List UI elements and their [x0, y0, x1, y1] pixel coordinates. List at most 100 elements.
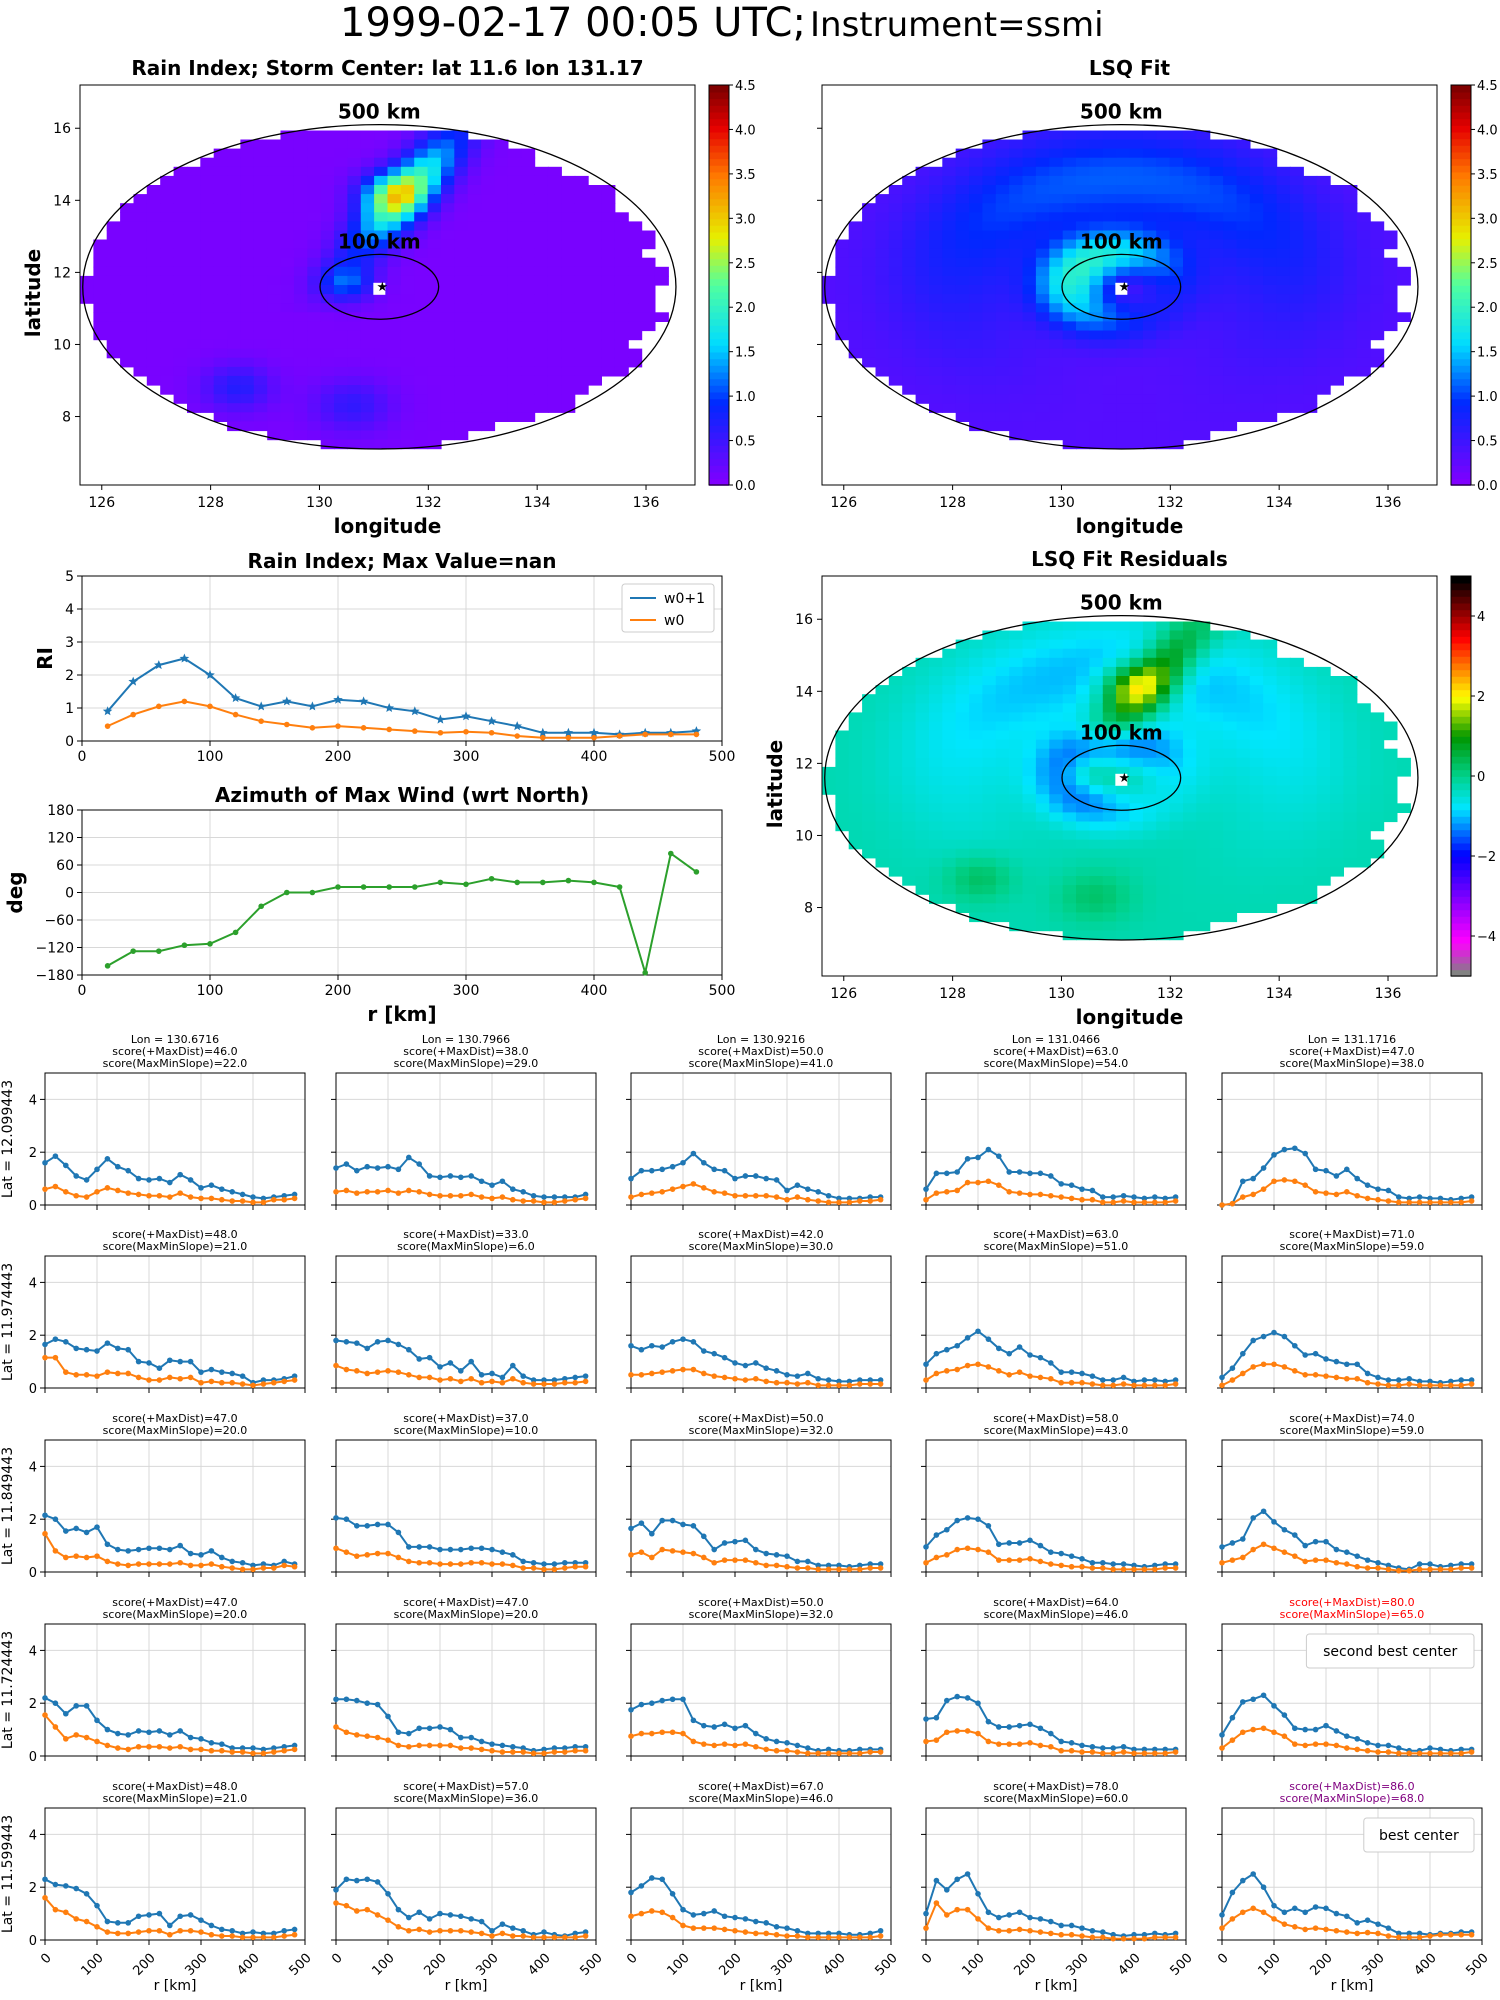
map-pixel — [1196, 757, 1211, 768]
map-pixel — [1236, 694, 1251, 704]
map-pixel — [1343, 221, 1358, 232]
map-pixel — [614, 248, 629, 259]
map-pixel — [955, 666, 970, 677]
series-w0p1-marker — [416, 1544, 423, 1550]
series-azimuth-marker — [540, 879, 546, 886]
map-pixel — [1330, 757, 1344, 768]
map-pixel — [146, 294, 161, 304]
series-w0-marker — [1468, 1198, 1475, 1204]
map-pixel — [360, 248, 375, 259]
map-pixel — [387, 330, 402, 341]
map-pixel — [1116, 830, 1131, 841]
map-pixel — [213, 321, 228, 332]
series-w0p1-marker — [510, 1186, 516, 1192]
map-pixel — [1330, 366, 1344, 377]
map-pixel — [1022, 803, 1037, 813]
cell-lon-label: Lon = 131.1716 — [1308, 1033, 1396, 1046]
map-pixel — [1129, 885, 1144, 895]
series-w0-marker — [1089, 1381, 1096, 1387]
series-w0p1-marker — [1110, 1194, 1116, 1200]
map-pixel — [929, 730, 943, 741]
map-pixel — [1156, 748, 1171, 759]
map-pixel — [427, 285, 442, 295]
map-pixel — [1102, 821, 1117, 832]
map-pixel — [467, 412, 482, 422]
map-pixel — [942, 275, 957, 286]
map-pixel — [280, 148, 295, 159]
map-pixel — [267, 403, 282, 413]
map-pixel — [1263, 394, 1278, 404]
map-pixel — [1022, 776, 1037, 786]
series-w0-marker — [135, 1191, 142, 1198]
map-pixel — [521, 230, 536, 241]
colorbar-swatch — [1451, 756, 1471, 764]
map-pixel — [1129, 212, 1144, 222]
map-pixel — [561, 203, 576, 213]
map-pixel — [1276, 866, 1291, 877]
map-pixel — [307, 285, 322, 295]
map-pixel — [1316, 703, 1331, 713]
colorbar-swatch — [1451, 85, 1471, 93]
map-pixel — [521, 194, 536, 204]
lat-tick-label: 12 — [53, 265, 71, 281]
map-pixel — [1223, 248, 1238, 259]
map-pixel — [969, 157, 984, 168]
map-pixel — [1169, 930, 1184, 941]
map-pixel — [835, 821, 850, 832]
map-pixel — [915, 266, 930, 277]
map-pixel — [507, 148, 522, 159]
map-pixel — [1303, 357, 1318, 368]
colorbar-swatch — [1451, 729, 1471, 737]
series-w0-marker — [964, 1362, 971, 1369]
map-pixel — [1129, 348, 1144, 359]
map-pixel — [1089, 194, 1104, 204]
map-pixel — [200, 294, 215, 304]
series-w0p1-marker — [825, 1192, 832, 1199]
map-pixel — [1156, 876, 1171, 886]
series-w0-marker — [177, 1190, 183, 1196]
map-pixel — [494, 375, 509, 386]
map-pixel — [227, 348, 242, 359]
map-pixel — [347, 330, 362, 341]
map-pixel — [280, 285, 295, 295]
map-pixel — [1129, 866, 1144, 877]
axes-frame — [630, 1072, 892, 1206]
map-pixel — [1196, 412, 1211, 422]
colorbar-swatch — [1451, 171, 1471, 180]
map-pixel — [875, 803, 890, 813]
axes-frame — [44, 1255, 306, 1389]
series-w0p1-marker — [1089, 1373, 1096, 1379]
map-pixel — [521, 148, 536, 159]
map-pixel — [1223, 139, 1238, 150]
map-pixel — [835, 748, 850, 759]
map-pixel — [1276, 766, 1291, 777]
map-frame — [79, 84, 696, 486]
map-pixel — [862, 348, 877, 359]
map-pixel — [1035, 857, 1050, 868]
map-pixel — [1183, 348, 1197, 359]
map-pixel — [133, 221, 148, 232]
colorbar-swatch — [1451, 138, 1471, 146]
series-w0-marker — [1152, 1199, 1158, 1206]
map-pixel — [1356, 776, 1371, 786]
map-pixel — [1156, 403, 1171, 413]
map-pixel — [955, 330, 970, 341]
map-pixel — [481, 148, 496, 159]
colorbar-swatch — [1451, 642, 1471, 651]
map-pixel — [320, 212, 335, 222]
map-pixel — [400, 375, 415, 386]
cell-score-maxminslope: score(MaxMinSlope)=20.0 — [103, 1424, 248, 1437]
map-pixel — [160, 185, 175, 195]
map-pixel — [240, 194, 255, 204]
map-pixel — [1289, 330, 1304, 341]
map-pixel — [1169, 312, 1184, 322]
map-pixel — [955, 903, 970, 913]
map-pixel — [481, 212, 496, 222]
map-pixel — [1076, 330, 1090, 341]
map-pixel — [374, 139, 389, 150]
map-pixel — [160, 294, 175, 304]
map-pixel — [1009, 812, 1024, 823]
map-pixel — [862, 294, 877, 304]
lat-tick-label: 14 — [53, 193, 71, 209]
map-pixel — [955, 339, 970, 350]
